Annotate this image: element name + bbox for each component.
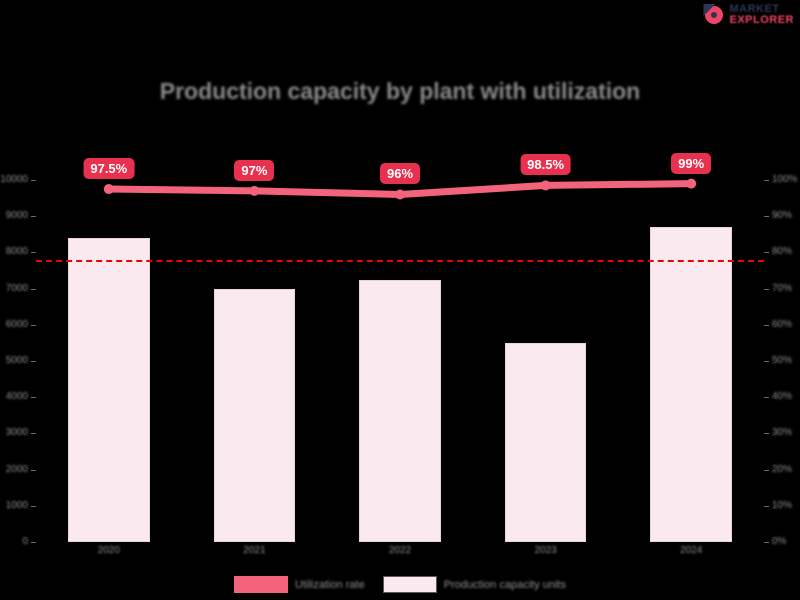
brand-logo: MARKET EXPLORER (703, 4, 794, 26)
logo-bottom-word: EXPLORER (729, 14, 794, 26)
bar (68, 237, 150, 542)
legend-item-line[interactable]: Utilization rate (234, 576, 365, 593)
axis-tick-mark (764, 469, 769, 471)
legend-swatch-bar-icon (382, 576, 437, 593)
axis-tick-label: 7000 (5, 282, 28, 294)
axis-tick-label: 9000 (5, 210, 28, 222)
axis-tick-label: 100% (772, 174, 798, 185)
x-axis-label: 2020 (97, 545, 120, 556)
axis-tick-mark (764, 433, 769, 435)
chart-title: Production capacity by plant with utiliz… (159, 78, 641, 104)
axis-tick-mark (31, 288, 36, 290)
axis-tick-label: 3000 (5, 427, 28, 439)
x-axis-label: 2024 (680, 545, 703, 556)
data-label: 99% (671, 152, 712, 174)
legend-item-bar[interactable]: Production capacity units (382, 576, 566, 593)
axis-tick-label: 5000 (5, 355, 28, 366)
x-axis-label: 2021 (243, 545, 266, 556)
axis-tick-label: 2000 (5, 463, 28, 475)
axis-tick-mark (764, 361, 769, 362)
axis-tick-mark (31, 216, 36, 218)
bar (213, 288, 296, 542)
y-axis-right: 100% 90% 80% 70% 60% 50% 40% 30% 20% 10% 0% (766, 174, 800, 547)
axis-tick-mark (764, 180, 769, 181)
axis-tick-label: 90% (772, 210, 793, 222)
axis-tick-mark (764, 324, 769, 326)
data-label: 96% (379, 163, 421, 185)
axis-tick-mark (31, 433, 36, 435)
x-axis-labels: 2020 2021 2022 2023 2024 (36, 545, 764, 559)
axis-tick-label: 30% (772, 427, 793, 439)
axis-tick-mark (764, 397, 769, 399)
bar (650, 227, 732, 542)
axis-tick-label: 50% (772, 355, 793, 366)
axis-tick-mark (764, 216, 769, 218)
x-axis-label: 2022 (388, 545, 412, 556)
x-axis-label: 2023 (534, 545, 557, 556)
circle-logo-icon (703, 4, 725, 26)
line-series (103, 178, 697, 200)
axis-tick-mark (764, 252, 769, 254)
plot-area: 10000 9000 8000 7000 6000 5000 4000 3000 2000 100… (0, 152, 798, 547)
axis-tick-label: 8000 (5, 246, 28, 258)
axis-tick-label: 6000 (5, 318, 28, 330)
axis-tick-label: 0 (22, 536, 28, 547)
axis-tick-label: 10% (772, 499, 793, 511)
line-point (249, 185, 260, 196)
legend-swatch-line-icon (234, 576, 288, 593)
axis-tick-mark (31, 397, 36, 399)
axis-tick-mark (31, 542, 36, 543)
bar-series (36, 180, 764, 542)
bar (504, 342, 587, 542)
data-label: 97% (234, 159, 275, 181)
legend-label-bar: Production capacity units (443, 578, 566, 591)
legend-label-line: Utilization rate (295, 578, 365, 591)
axis-tick-mark (764, 505, 769, 507)
axis-tick-mark (764, 542, 769, 543)
axis-tick-label: 60% (772, 318, 793, 330)
axis-tick-mark (31, 324, 36, 326)
line-point (103, 184, 114, 195)
axis-tick-label: 80% (772, 246, 793, 258)
axis-tick-label: 20% (772, 463, 793, 475)
axis-tick-mark (31, 469, 36, 471)
y-axis-left: 10000 9000 8000 7000 6000 5000 4000 3000 2000 100… (0, 174, 34, 547)
axis-tick-mark (764, 288, 769, 290)
axis-tick-label: 1000 (5, 499, 28, 511)
bar (359, 279, 441, 542)
data-label: 97.5% (83, 158, 135, 180)
chart-legend: Utilization rate Production capacity uni… (228, 573, 572, 596)
axis-tick-label: 4000 (5, 391, 28, 403)
line-point (686, 178, 697, 189)
axis-tick-label: 10000 (0, 174, 28, 185)
line-point (395, 189, 405, 200)
axis-tick-mark (31, 505, 36, 507)
logo-top-word: MARKET (729, 3, 780, 15)
axis-tick-mark (31, 361, 36, 362)
axis-tick-mark (31, 180, 36, 181)
axis-tick-label: 40% (772, 391, 793, 403)
axis-tick-mark (31, 252, 36, 254)
axis-tick-label: 70% (772, 282, 793, 294)
line-point (540, 180, 551, 191)
axis-tick-label: 0% (772, 536, 787, 547)
data-label: 98.5% (520, 154, 572, 176)
target-reference-line (36, 259, 764, 262)
